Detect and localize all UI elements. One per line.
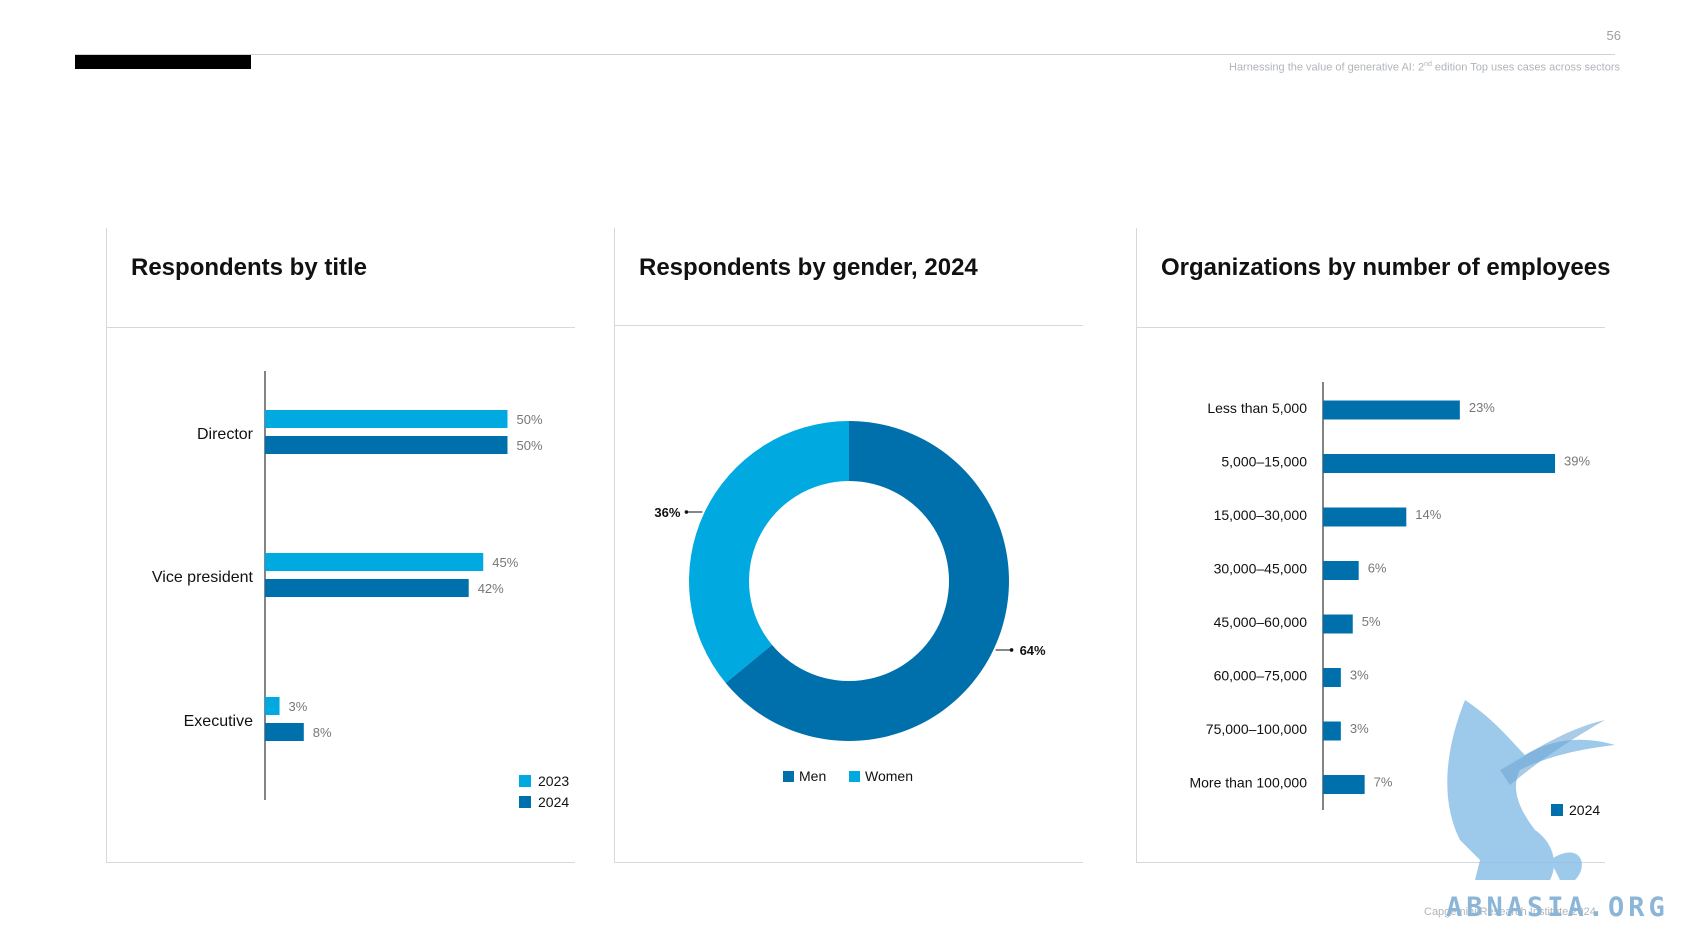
legend-swatch <box>1551 804 1563 816</box>
bar-2024 <box>1323 668 1341 687</box>
page-number: 56 <box>1606 28 1621 43</box>
panel-respondents-by-gender: Respondents by gender, 2024 64% 36% Men Wom… <box>614 228 1083 863</box>
bar-2024 <box>1323 775 1365 794</box>
report-title-main: Harnessing the value of generative AI: 2 <box>1229 61 1425 74</box>
legend-label: 2024 <box>538 794 569 810</box>
category-label: Vice president <box>152 569 254 586</box>
bar-2024 <box>1323 507 1407 527</box>
leader-dot <box>684 510 689 514</box>
chart-title: Organizations by number of employees <box>1161 254 1611 281</box>
bar-value-label: 42% <box>478 581 504 596</box>
watermark-text: ABNASIA.ORG <box>1446 892 1669 923</box>
category-label: Executive <box>184 713 253 730</box>
bar-value-label: 3% <box>1350 668 1369 683</box>
bar-value-label: 8% <box>313 725 332 740</box>
bar-value-label: 45% <box>492 555 518 570</box>
category-label: 15,000–30,000 <box>1214 507 1308 523</box>
legend-label: 2024 <box>1569 802 1600 818</box>
category-label: 75,000–100,000 <box>1206 721 1307 737</box>
category-label: More than 100,000 <box>1189 775 1307 791</box>
bar-2024 <box>1323 454 1556 473</box>
slice-value-label: 36% <box>654 505 680 520</box>
panel-separator <box>107 327 575 328</box>
chart-title: Respondents by gender, 2024 <box>639 254 978 281</box>
footer-copyright: Capgemini Research Institute 2024 <box>1424 906 1596 918</box>
bar-2023 <box>265 697 280 715</box>
panel-organizations-by-employees: Organizations by number of employees Les… <box>1136 228 1610 863</box>
legend-swatch <box>519 796 531 808</box>
category-label: 45,000–60,000 <box>1214 614 1308 630</box>
bar-value-label: 39% <box>1564 454 1590 469</box>
chart-title: Respondents by title <box>131 254 368 281</box>
header-accent-bar <box>75 55 251 69</box>
bar-2024 <box>265 436 508 454</box>
category-label: 60,000–75,000 <box>1214 668 1308 684</box>
bar-2024 <box>1323 614 1353 634</box>
category-label: 30,000–45,000 <box>1214 561 1308 577</box>
report-title-rest: edition Top uses cases across sectors <box>1431 61 1620 74</box>
bar-value-label: 50% <box>517 438 543 453</box>
bar-value-label: 5% <box>1362 614 1381 629</box>
legend-swatch <box>519 775 531 787</box>
legend-label: 2023 <box>538 773 569 789</box>
report-title-sup: nd <box>1424 61 1432 68</box>
category-label: 5,000–15,000 <box>1221 454 1307 470</box>
title-bar-chart: Director 50% 50% Vice president 45% 42% Execut… <box>152 371 569 810</box>
bar-2024 <box>265 723 304 741</box>
leader-dot <box>1009 648 1014 652</box>
legend-swatch <box>783 771 794 782</box>
donut-slice-women <box>689 421 849 683</box>
header-rule <box>75 54 1615 55</box>
bar-2024 <box>1323 400 1460 420</box>
employees-bar-chart: Less than 5,000 23% 5,000–15,000 39% 15,000–… <box>1189 382 1600 818</box>
panel-separator <box>615 325 1083 326</box>
bar-2024 <box>265 579 469 597</box>
category-label: Director <box>197 426 254 443</box>
legend-label: Women <box>865 768 913 784</box>
bar-2024 <box>1323 721 1341 741</box>
bar-value-label: 7% <box>1374 775 1393 790</box>
bar-value-label: 23% <box>1469 400 1495 415</box>
bar-value-label: 3% <box>289 699 308 714</box>
panel-respondents-by-title: Respondents by title Director 50% 50% Vice … <box>106 228 575 863</box>
donut-slice-men <box>725 421 1009 741</box>
bar-2023 <box>265 553 484 571</box>
legend-swatch <box>849 771 860 782</box>
griffin-watermark-icon <box>1447 700 1615 880</box>
panel-separator <box>1137 327 1605 328</box>
legend-label: Men <box>799 768 826 784</box>
gender-donut-chart: 64% 36% Men Women <box>654 421 1046 784</box>
bar-value-label: 50% <box>517 412 543 427</box>
bar-value-label: 14% <box>1415 507 1441 522</box>
slice-value-label: 64% <box>1020 643 1046 658</box>
bar-value-label: 3% <box>1350 721 1369 736</box>
bar-2024 <box>1323 561 1359 580</box>
report-title: Harnessing the value of generative AI: 2… <box>1229 61 1620 74</box>
bar-value-label: 6% <box>1368 561 1387 576</box>
bar-2023 <box>265 410 508 428</box>
category-label: Less than 5,000 <box>1207 400 1307 416</box>
